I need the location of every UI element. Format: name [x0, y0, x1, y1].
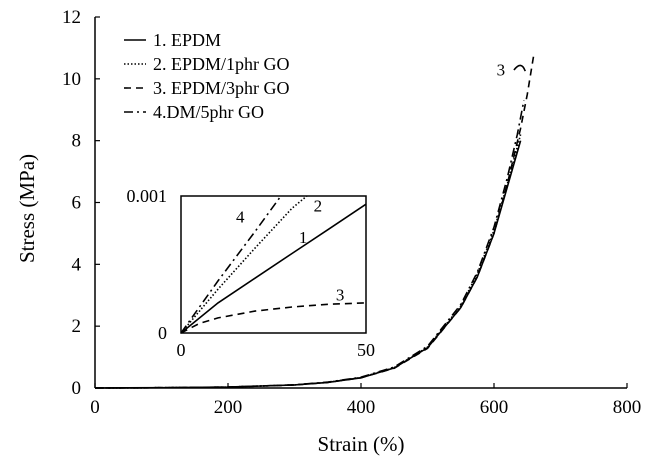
legend-label: 3. EPDM/3phr GO — [153, 78, 290, 98]
series-line-4 — [94, 100, 525, 389]
y-tick-label: 10 — [62, 69, 81, 90]
inset-x-tick-label: 0 — [177, 340, 186, 360]
y-tick-label: 12 — [62, 7, 81, 28]
legend-label: 4.DM/5phr GO — [153, 102, 264, 122]
legend-label: 2. EPDM/1phr GO — [153, 54, 290, 74]
series-3-end-hook — [513, 64, 527, 72]
inset-series-line-3 — [180, 302, 367, 334]
inset-series-line-1 — [180, 203, 367, 334]
x-tick-label: 400 — [347, 397, 376, 418]
inset-x-tick-label: 50 — [357, 340, 375, 360]
x-tick-label: 0 — [90, 397, 100, 418]
inset-y-tick-label: 0 — [158, 323, 167, 343]
y-axis-title: Stress (MPa) — [15, 154, 39, 263]
inset-y-tick-label: 0.001 — [127, 186, 168, 206]
y-tick-label: 0 — [72, 378, 82, 399]
x-tick-label: 800 — [613, 397, 642, 418]
legend: 1. EPDM 2. EPDM/1phr GO 3. EPDM/3phr GO 4.D… — [124, 30, 290, 122]
inset-curve-label: 2 — [314, 197, 323, 216]
inset-curve-label: 1 — [299, 228, 308, 247]
y-tick-label: 6 — [72, 193, 82, 214]
inset-frame — [180, 195, 367, 334]
series-line-3 — [94, 53, 535, 389]
x-tick-label: 200 — [214, 397, 243, 418]
inset-series-line-2 — [180, 195, 308, 334]
inset-series-line-4 — [180, 195, 282, 334]
y-tick-label: 4 — [72, 254, 82, 275]
x-tick-label: 600 — [480, 397, 509, 418]
inset-curve-label: 4 — [236, 208, 245, 227]
y-tick-label: 2 — [72, 316, 82, 337]
inset-curve-label: 3 — [336, 286, 345, 305]
legend-label: 1. EPDM — [153, 30, 221, 50]
y-tick-label: 8 — [72, 131, 82, 152]
curve-annotation: 3 — [497, 61, 506, 80]
x-axis-title: Strain (%) — [318, 432, 405, 456]
inset-plot: 0 50 0 0.001 4 21 3 — [127, 186, 376, 360]
